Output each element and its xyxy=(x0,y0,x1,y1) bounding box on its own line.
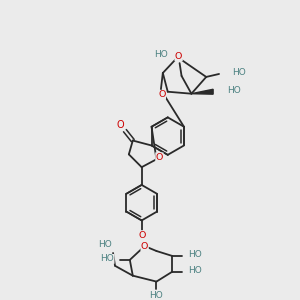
Text: O: O xyxy=(158,90,166,99)
Text: O: O xyxy=(139,231,146,240)
Text: HO: HO xyxy=(188,266,202,275)
Text: HO: HO xyxy=(232,68,246,77)
Text: O: O xyxy=(156,153,163,162)
Text: O: O xyxy=(116,120,124,130)
Text: O: O xyxy=(141,242,148,250)
Text: HO: HO xyxy=(154,50,168,59)
Polygon shape xyxy=(191,89,213,94)
Text: HO: HO xyxy=(227,86,241,95)
Text: HO: HO xyxy=(188,250,202,260)
Text: HO: HO xyxy=(100,254,114,263)
Text: HO: HO xyxy=(150,291,163,300)
Text: O: O xyxy=(175,52,182,61)
Text: HO: HO xyxy=(98,240,112,249)
